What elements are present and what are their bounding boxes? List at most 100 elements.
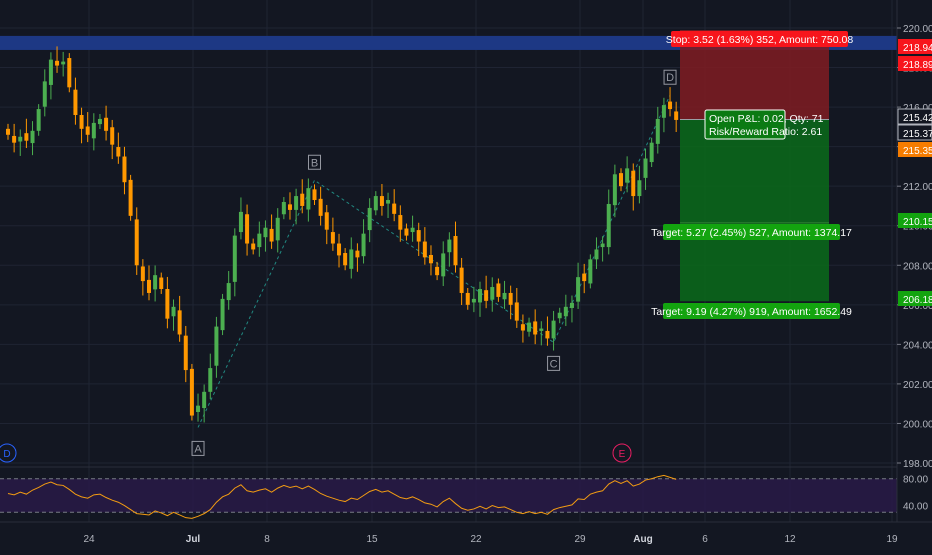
price-tag-neutral[interactable]: 215.42 <box>897 108 932 125</box>
candle-body <box>55 60 60 66</box>
pivot-label: B <box>311 157 318 169</box>
candle-body <box>61 61 66 65</box>
price-tag-target[interactable]: 206.18 <box>898 291 932 306</box>
pivot-label: D <box>666 72 674 84</box>
candle-body <box>453 236 458 266</box>
candle-body <box>269 228 274 242</box>
candle-body <box>404 228 409 236</box>
candle-body <box>312 189 317 201</box>
candle-body <box>533 321 538 335</box>
price-tag-label: 210.15 <box>903 217 932 228</box>
rsi-pane[interactable] <box>0 466 897 519</box>
price-tag-label: 215.35 <box>903 146 932 157</box>
candle-body <box>318 198 323 216</box>
candle-body <box>416 230 421 242</box>
candle-body <box>465 292 470 305</box>
event-marker-circle <box>612 443 632 463</box>
pivot-label-box[interactable] <box>547 355 561 371</box>
candle-body <box>625 168 630 183</box>
rsi-line[interactable] <box>7 474 677 519</box>
candle-body <box>655 118 660 144</box>
candle-body <box>459 267 464 293</box>
candle-body <box>48 59 53 85</box>
candle-body <box>140 266 145 282</box>
candle-body <box>165 289 170 319</box>
candle-body <box>551 320 556 339</box>
stop-label[interactable]: Stop: 3.52 (1.63%) 352, Amount: 750.08 <box>666 31 854 47</box>
candle-body <box>527 322 532 332</box>
price-tick-label: 200.00 <box>903 419 932 430</box>
time-tick-label: 29 <box>574 534 586 545</box>
abcd-pattern-layer[interactable]: A B C D <box>191 69 677 456</box>
target2-label[interactable]: Target: 9.19 (4.27%) 919, Amount: 1652.4… <box>651 303 852 319</box>
candle-body <box>484 290 489 301</box>
candle-body <box>631 170 636 197</box>
candle-body <box>649 142 654 163</box>
candle-body <box>67 58 72 88</box>
price-tick-label: 198.00 <box>903 459 932 470</box>
candle-body <box>30 130 35 144</box>
price-tag-label: 218.94 <box>903 43 932 54</box>
pivot-label-box[interactable] <box>308 154 321 170</box>
candle-body <box>177 310 182 335</box>
price-tag-stop[interactable]: 218.89 <box>898 56 932 71</box>
price-tick-label: 204.00 <box>903 340 932 351</box>
trade-labels-layer[interactable]: Stop: 3.52 (1.63%) 352, Amount: 750.08 Ta… <box>651 31 853 319</box>
time-tick-label: 24 <box>83 534 95 545</box>
candle-body <box>97 118 102 125</box>
candle-body <box>355 250 360 258</box>
abcd-pattern-line[interactable] <box>197 95 671 428</box>
candle-body <box>637 180 642 197</box>
pivot-label-box[interactable] <box>191 440 205 456</box>
pivot-label-box[interactable] <box>663 69 677 85</box>
candle-body <box>508 292 513 305</box>
candle-body <box>496 283 501 297</box>
open-pnl-text: Open P&L: 0.02, Qty: 71 <box>709 113 824 125</box>
candle-body <box>134 219 139 266</box>
candle-body <box>410 227 415 233</box>
candle-body <box>183 335 188 371</box>
event-marker[interactable]: D <box>0 443 17 463</box>
candle-body <box>392 203 397 214</box>
candle-body <box>202 391 207 409</box>
time-tick-label: 19 <box>886 534 898 545</box>
candle-body <box>116 147 121 157</box>
price-tick-label: 206.00 <box>903 301 932 312</box>
candle-body <box>251 243 256 250</box>
price-tag-bg <box>897 124 932 141</box>
candle-body <box>232 235 237 282</box>
candle-body <box>612 174 617 206</box>
candle-body <box>594 249 599 260</box>
candle-body <box>520 324 525 331</box>
price-tag-current[interactable]: 215.35 <box>898 142 932 157</box>
price-tag-stop[interactable]: 218.94 <box>898 39 932 54</box>
position-layer[interactable] <box>680 30 829 302</box>
candle-body <box>582 273 587 282</box>
candle-body <box>306 188 311 210</box>
candle-body <box>263 227 268 238</box>
price-tag-target[interactable]: 210.15 <box>898 213 932 228</box>
target1-label-bg <box>663 224 840 240</box>
price-tag-label: 218.89 <box>903 60 932 71</box>
price-tag-bg <box>898 213 932 228</box>
candle-body <box>502 292 507 300</box>
candle-body <box>576 277 581 302</box>
candle-body <box>330 232 335 244</box>
target2-label-text: Target: 9.19 (4.27%) 919, Amount: 1652.4… <box>651 306 852 318</box>
candle-body <box>422 241 427 258</box>
take-profit-zone[interactable] <box>680 119 829 302</box>
time-tick-label: 12 <box>784 534 796 545</box>
event-marker[interactable]: E <box>612 443 632 463</box>
price-tag-neutral[interactable]: 215.37 <box>897 124 932 141</box>
pnl-label-bg <box>704 109 786 140</box>
candle-body <box>569 302 574 308</box>
price-tag-label: 206.18 <box>903 295 932 306</box>
candle-body <box>361 233 366 257</box>
candle-body <box>208 368 213 392</box>
target1-label[interactable]: Target: 5.27 (2.45%) 527, Amount: 1374.1… <box>651 224 852 240</box>
